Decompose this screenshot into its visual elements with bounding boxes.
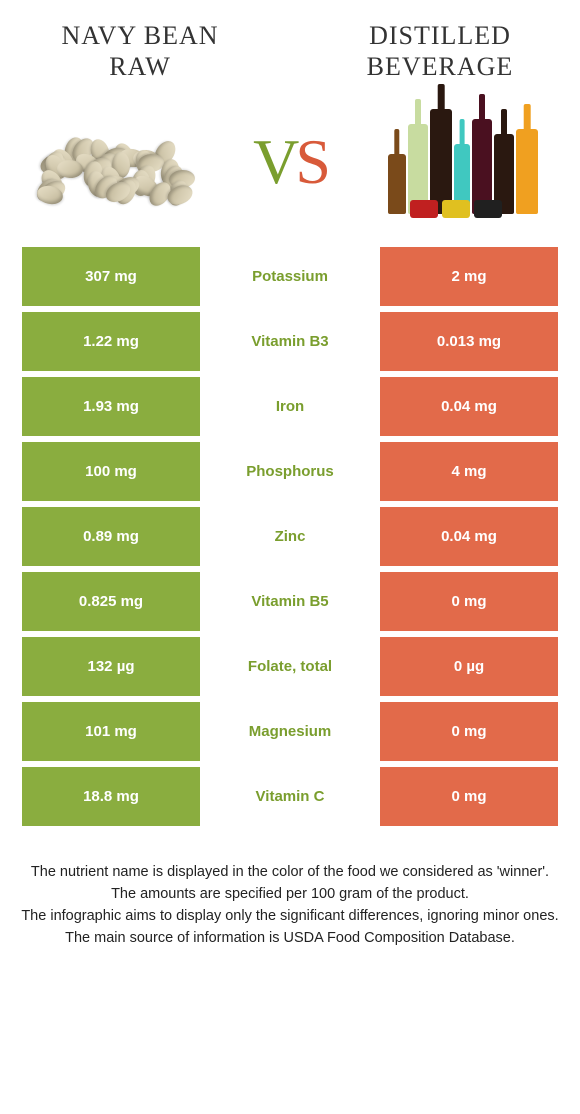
value-a: 101 mg [22, 702, 200, 761]
nutrient-name: Vitamin C [200, 767, 380, 826]
footer-line: The amounts are specified per 100 gram o… [20, 884, 560, 906]
image-row: VS [0, 92, 580, 247]
value-b: 0.04 mg [380, 507, 558, 566]
comparison-table: 307 mgPotassium2 mg 1.22 mgVitamin B30.01… [22, 247, 558, 826]
food-b-image [380, 102, 550, 222]
table-row: 307 mgPotassium2 mg [22, 247, 558, 306]
header: Navy Bean Raw Distilled Beverage [0, 0, 580, 92]
value-b: 0 mg [380, 767, 558, 826]
nutrient-name: Vitamin B3 [200, 312, 380, 371]
table-row: 101 mgMagnesium0 mg [22, 702, 558, 761]
value-a: 307 mg [22, 247, 200, 306]
table-row: 132 µgFolate, total0 µg [22, 637, 558, 696]
table-row: 0.89 mgZinc0.04 mg [22, 507, 558, 566]
nutrient-name: Iron [200, 377, 380, 436]
table-row: 18.8 mgVitamin C0 mg [22, 767, 558, 826]
footer-line: The main source of information is USDA F… [20, 928, 560, 950]
nutrient-name: Folate, total [200, 637, 380, 696]
value-b: 0 mg [380, 572, 558, 631]
value-a: 1.22 mg [22, 312, 200, 371]
value-b: 0 mg [380, 702, 558, 761]
table-row: 1.22 mgVitamin B30.013 mg [22, 312, 558, 371]
footer-notes: The nutrient name is displayed in the co… [0, 832, 580, 949]
value-a: 100 mg [22, 442, 200, 501]
table-row: 100 mgPhosphorus4 mg [22, 442, 558, 501]
food-a-title: Navy Bean Raw [40, 20, 240, 82]
footer-line: The nutrient name is displayed in the co… [20, 862, 560, 884]
value-b: 2 mg [380, 247, 558, 306]
vs-s: S [295, 126, 327, 197]
nutrient-name: Vitamin B5 [200, 572, 380, 631]
value-b: 0.04 mg [380, 377, 558, 436]
nutrient-name: Magnesium [200, 702, 380, 761]
food-b-title: Distilled Beverage [340, 20, 540, 82]
value-a: 18.8 mg [22, 767, 200, 826]
nutrient-name: Phosphorus [200, 442, 380, 501]
food-a-image [30, 102, 200, 222]
vs-label: VS [253, 125, 327, 199]
value-a: 0.89 mg [22, 507, 200, 566]
value-b: 0 µg [380, 637, 558, 696]
value-b: 0.013 mg [380, 312, 558, 371]
value-a: 132 µg [22, 637, 200, 696]
value-a: 1.93 mg [22, 377, 200, 436]
nutrient-name: Zinc [200, 507, 380, 566]
nutrient-name: Potassium [200, 247, 380, 306]
value-b: 4 mg [380, 442, 558, 501]
table-row: 0.825 mgVitamin B50 mg [22, 572, 558, 631]
footer-line: The infographic aims to display only the… [20, 906, 560, 928]
value-a: 0.825 mg [22, 572, 200, 631]
table-row: 1.93 mgIron0.04 mg [22, 377, 558, 436]
vs-v: V [253, 126, 295, 197]
